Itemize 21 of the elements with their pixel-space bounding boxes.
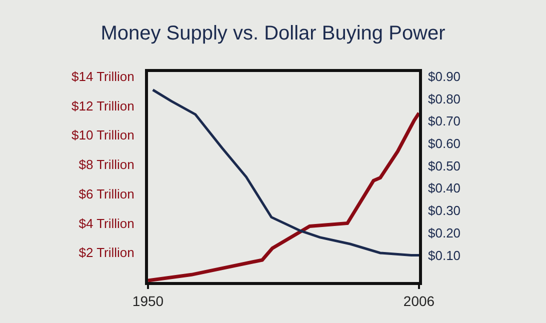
line-series [152, 88, 419, 256]
y2-tick-label: $0.10 [428, 248, 461, 263]
y2-tick-label: $0.60 [428, 136, 461, 152]
chart-title: Money Supply vs. Dollar Buying Power [100, 22, 446, 44]
y-tick-label: $10 Trillion [72, 128, 134, 143]
y2-tick-label: $0.90 [428, 69, 461, 84]
y2-tick-label: $0.20 [428, 225, 461, 240]
y-tick-label: $12 Trillion [72, 98, 134, 114]
y-tick-label: $8 Trillion [78, 157, 134, 172]
y-tick-label: $14 Trillion [72, 68, 134, 84]
x-tick-label: 1950 [132, 292, 164, 309]
y-tick-label: $4 Trillion [78, 216, 134, 231]
y2-tick-label: $0.40 [428, 180, 461, 196]
y-tick-label: $2 Trillion [78, 245, 134, 260]
x-tick-label: 2006 [403, 292, 435, 309]
y2-tick-label: $0.80 [428, 91, 461, 106]
y-tick-label: $6 Trillion [78, 186, 134, 202]
y2-tick-label: $0.70 [428, 114, 461, 129]
y2-tick-label: $0.30 [428, 203, 461, 218]
line-series [148, 111, 419, 282]
y2-tick-label: $0.50 [428, 158, 461, 174]
